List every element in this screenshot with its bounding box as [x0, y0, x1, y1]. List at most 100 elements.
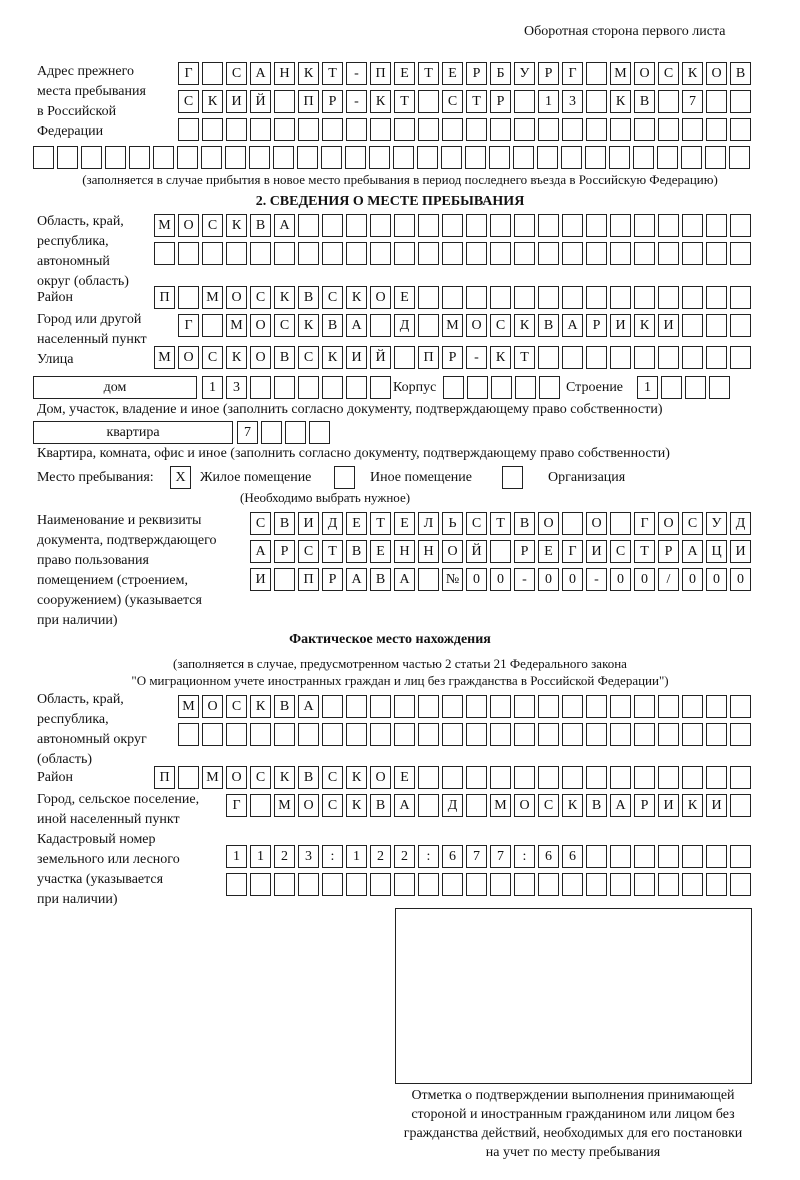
- char-cell[interactable]: Г: [178, 314, 199, 337]
- char-cell[interactable]: П: [154, 286, 175, 309]
- char-cell[interactable]: Т: [490, 512, 511, 535]
- char-cell[interactable]: С: [610, 540, 631, 563]
- char-cell[interactable]: [418, 695, 439, 718]
- char-cell[interactable]: [633, 146, 654, 169]
- char-cell[interactable]: П: [298, 568, 319, 591]
- char-cell[interactable]: М: [202, 766, 223, 789]
- char-cell[interactable]: О: [250, 314, 271, 337]
- char-cell[interactable]: [514, 873, 535, 896]
- char-cell[interactable]: Г: [562, 62, 583, 85]
- char-cell[interactable]: [466, 766, 487, 789]
- char-cell[interactable]: [466, 873, 487, 896]
- char-cell[interactable]: [226, 873, 247, 896]
- char-cell[interactable]: [658, 214, 679, 237]
- char-cell[interactable]: [490, 766, 511, 789]
- char-cell[interactable]: С: [538, 794, 559, 817]
- char-cell[interactable]: [250, 723, 271, 746]
- char-cell[interactable]: [442, 242, 463, 265]
- char-cell[interactable]: С: [490, 314, 511, 337]
- char-cell[interactable]: :: [514, 845, 535, 868]
- char-cell[interactable]: [706, 695, 727, 718]
- char-cell[interactable]: [418, 118, 439, 141]
- char-cell[interactable]: Е: [346, 512, 367, 535]
- char-cell[interactable]: [514, 286, 535, 309]
- char-cell[interactable]: [658, 346, 679, 369]
- char-cell[interactable]: [346, 873, 367, 896]
- char-cell[interactable]: 0: [562, 568, 583, 591]
- char-cell[interactable]: [285, 421, 306, 444]
- char-cell[interactable]: 3: [298, 845, 319, 868]
- char-cell[interactable]: В: [322, 314, 343, 337]
- char-cell[interactable]: [226, 723, 247, 746]
- char-cell[interactable]: [418, 794, 439, 817]
- char-cell[interactable]: [321, 146, 342, 169]
- checkbox-other-premises[interactable]: [334, 466, 355, 489]
- char-cell[interactable]: О: [514, 794, 535, 817]
- char-cell[interactable]: [226, 242, 247, 265]
- char-cell[interactable]: [250, 794, 271, 817]
- char-cell[interactable]: С: [202, 346, 223, 369]
- char-cell[interactable]: И: [298, 512, 319, 535]
- char-cell[interactable]: У: [706, 512, 727, 535]
- char-cell[interactable]: [249, 146, 270, 169]
- char-cell[interactable]: [466, 118, 487, 141]
- char-cell[interactable]: [586, 286, 607, 309]
- char-cell[interactable]: [538, 214, 559, 237]
- char-cell[interactable]: О: [538, 512, 559, 535]
- char-cell[interactable]: [466, 794, 487, 817]
- char-cell[interactable]: С: [322, 766, 343, 789]
- char-cell[interactable]: 6: [538, 845, 559, 868]
- char-cell[interactable]: В: [730, 62, 751, 85]
- char-cell[interactable]: №: [442, 568, 463, 591]
- char-cell[interactable]: [443, 376, 464, 399]
- char-cell[interactable]: М: [178, 695, 199, 718]
- char-cell[interactable]: 7: [237, 421, 258, 444]
- char-cell[interactable]: [682, 242, 703, 265]
- char-cell[interactable]: [442, 873, 463, 896]
- char-cell[interactable]: [490, 873, 511, 896]
- char-cell[interactable]: [309, 421, 330, 444]
- char-cell[interactable]: [274, 568, 295, 591]
- char-cell[interactable]: [261, 421, 282, 444]
- char-cell[interactable]: [658, 723, 679, 746]
- char-cell[interactable]: Н: [418, 540, 439, 563]
- char-cell[interactable]: [298, 376, 319, 399]
- char-cell[interactable]: [610, 766, 631, 789]
- char-cell[interactable]: 6: [442, 845, 463, 868]
- char-cell[interactable]: [562, 873, 583, 896]
- char-cell[interactable]: А: [250, 540, 271, 563]
- char-cell[interactable]: [682, 286, 703, 309]
- char-cell[interactable]: [706, 214, 727, 237]
- char-cell[interactable]: В: [298, 766, 319, 789]
- char-cell[interactable]: [681, 146, 702, 169]
- char-cell[interactable]: С: [298, 346, 319, 369]
- char-cell[interactable]: Г: [634, 512, 655, 535]
- char-cell[interactable]: [634, 695, 655, 718]
- char-cell[interactable]: [201, 146, 222, 169]
- char-cell[interactable]: И: [658, 794, 679, 817]
- char-cell[interactable]: [394, 346, 415, 369]
- char-cell[interactable]: [562, 346, 583, 369]
- char-cell[interactable]: [369, 146, 390, 169]
- char-cell[interactable]: 0: [490, 568, 511, 591]
- char-cell[interactable]: [730, 794, 751, 817]
- char-cell[interactable]: [539, 376, 560, 399]
- char-cell[interactable]: А: [562, 314, 583, 337]
- char-cell[interactable]: [298, 723, 319, 746]
- char-cell[interactable]: [730, 242, 751, 265]
- char-cell[interactable]: [417, 146, 438, 169]
- char-cell[interactable]: [538, 873, 559, 896]
- char-cell[interactable]: [490, 118, 511, 141]
- char-cell[interactable]: Р: [514, 540, 535, 563]
- char-cell[interactable]: О: [586, 512, 607, 535]
- char-cell[interactable]: [418, 286, 439, 309]
- char-cell[interactable]: Г: [226, 794, 247, 817]
- char-cell[interactable]: Д: [730, 512, 751, 535]
- char-cell[interactable]: П: [370, 62, 391, 85]
- char-cell[interactable]: [585, 146, 606, 169]
- char-cell[interactable]: /: [658, 568, 679, 591]
- char-cell[interactable]: [634, 242, 655, 265]
- char-cell[interactable]: [658, 286, 679, 309]
- char-cell[interactable]: [322, 376, 343, 399]
- char-cell[interactable]: [418, 766, 439, 789]
